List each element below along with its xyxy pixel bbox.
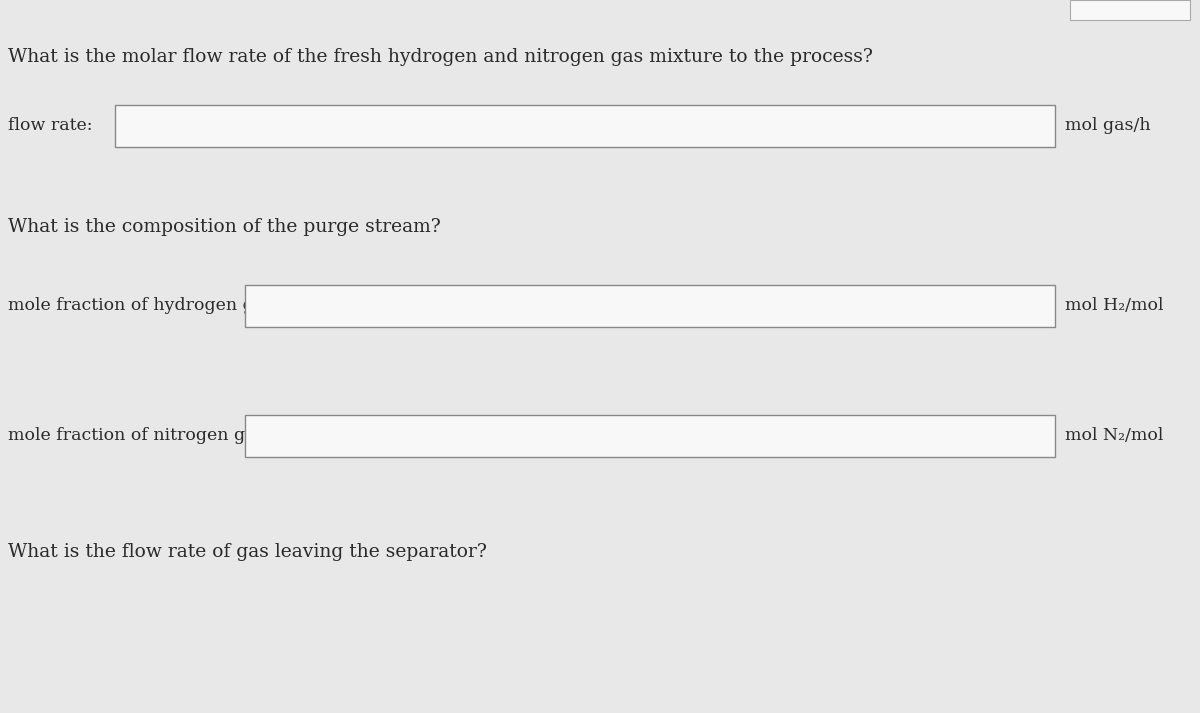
- Text: mol H₂/mol: mol H₂/mol: [1066, 297, 1164, 314]
- Text: mole fraction of hydrogen gas:: mole fraction of hydrogen gas:: [8, 297, 278, 314]
- Text: What is the flow rate of gas leaving the separator?: What is the flow rate of gas leaving the…: [8, 543, 487, 561]
- Text: What is the composition of the purge stream?: What is the composition of the purge str…: [8, 218, 440, 236]
- FancyBboxPatch shape: [245, 285, 1055, 327]
- FancyBboxPatch shape: [245, 415, 1055, 457]
- Text: mole fraction of nitrogen gas:: mole fraction of nitrogen gas:: [8, 428, 270, 444]
- Text: flow rate:: flow rate:: [8, 118, 92, 135]
- Text: mol N₂/mol: mol N₂/mol: [1066, 428, 1163, 444]
- FancyBboxPatch shape: [115, 105, 1055, 147]
- FancyBboxPatch shape: [1070, 0, 1190, 20]
- Text: mol gas/h: mol gas/h: [1066, 118, 1151, 135]
- Text: What is the molar flow rate of the fresh hydrogen and nitrogen gas mixture to th: What is the molar flow rate of the fresh…: [8, 48, 872, 66]
